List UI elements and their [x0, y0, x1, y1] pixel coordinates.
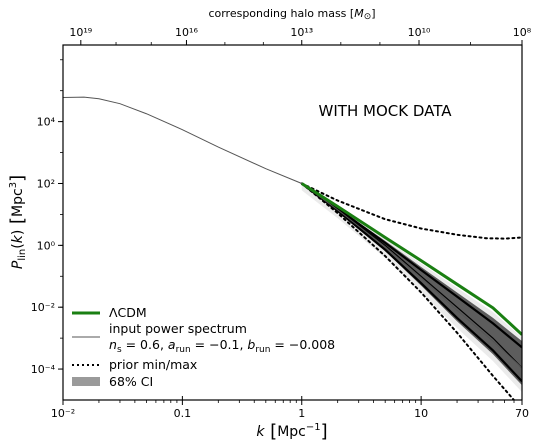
top-axis-label-close: ]	[371, 7, 375, 20]
x-tick-label-0: 10⁻²	[51, 407, 75, 420]
x-axis-bracket-close: ]	[321, 421, 328, 440]
legend: ΛCDM input power spectrum ns = 0.6, arun…	[72, 305, 335, 389]
x-tick-label-4: 70	[515, 407, 529, 420]
y-axis-title: Plin(k) [Mpc3]	[7, 175, 28, 269]
x-tick-label-3: 10	[414, 407, 428, 420]
y-tick-label-1: 10⁻²	[31, 301, 55, 314]
param-b: b	[247, 337, 255, 352]
mock-data-annotation: WITH MOCK DATA	[319, 102, 453, 120]
posterior-spread	[301, 183, 522, 393]
top-tick-label-4: 10⁸	[513, 26, 532, 39]
param-ns: n	[109, 337, 117, 352]
y-tick-label-3: 10²	[37, 177, 55, 190]
y-axis-exp: 3	[8, 182, 19, 188]
x-axis-bracket-open: [	[264, 421, 277, 440]
y-axis-bracket-open: [	[7, 217, 28, 230]
x-axis-unit: Mpc	[277, 424, 306, 440]
plot-frame	[62, 44, 523, 401]
top-axis-label-main: corresponding halo mass [	[208, 7, 354, 20]
top-axis-label: corresponding halo mass [M⊙]	[208, 7, 375, 22]
param-a-val: = −0.1,	[191, 337, 248, 352]
y-tick-label-2: 10⁰	[37, 239, 56, 252]
y-axis-sub: lin	[17, 249, 28, 261]
posterior-line-1	[301, 182, 522, 383]
y-tick-label-4: 10⁴	[37, 116, 56, 129]
y-axis-k: k	[10, 234, 26, 243]
top-tick-label-1: 10¹⁶	[175, 26, 198, 39]
legend-ci-label: 68% CI	[109, 374, 153, 389]
legend-input-label: input power spectrum	[109, 321, 247, 336]
legend-prior-label: prior min/max	[109, 357, 197, 372]
param-a: a	[168, 337, 176, 352]
legend-input-params: ns = 0.6, arun = −0.1, brun = −0.008	[109, 337, 335, 355]
legend-ci-swatch	[72, 377, 100, 386]
legend-lcdm-label: ΛCDM	[109, 305, 147, 320]
param-ns-sub: s	[117, 345, 122, 355]
param-b-val: = −0.008	[270, 337, 335, 352]
x-axis-title: k [Mpc−1]	[256, 421, 327, 440]
lcdm-line	[300, 182, 522, 336]
y-axis-unit: Mpc	[10, 188, 26, 217]
top-axis-label-m: M	[354, 7, 364, 20]
param-b-sub: run	[255, 345, 270, 355]
posterior-line-0	[301, 182, 522, 349]
plot-data-layer	[63, 96, 522, 400]
y-axis-bracket-close: ]	[7, 175, 28, 182]
input-spectrum-line	[63, 96, 522, 369]
prior-line-0	[300, 182, 522, 240]
x-tick-label-2: 1	[298, 407, 305, 420]
param-ns-val: = 0.6,	[122, 337, 168, 352]
top-tick-label-0: 10¹⁹	[69, 26, 92, 39]
x-axis-exp: −1	[306, 422, 321, 433]
x-tick-label-1: 0.1	[174, 407, 192, 420]
param-a-sub: run	[176, 345, 191, 355]
tick-layer: 10⁻² 0.1 1 10 70 10⁻⁴ 10⁻² 10⁰ 10² 10⁴ 10¹⁹ 10¹⁶ 10¹…	[31, 26, 532, 420]
prior-line-1	[300, 182, 516, 400]
y-axis-arg-close: )	[10, 230, 26, 235]
top-tick-label-3: 10¹⁰	[408, 26, 431, 39]
y-axis-title-group: Plin(k) [Mpc3]	[7, 175, 28, 269]
y-axis-p: P	[10, 260, 26, 269]
x-axis-k: k	[256, 424, 265, 440]
y-axis-arg: (	[10, 243, 26, 248]
top-tick-label-2: 10¹³	[290, 26, 313, 39]
top-axis-label-sun: ⊙	[364, 12, 372, 22]
y-tick-label-0: 10⁻⁴	[31, 363, 56, 376]
